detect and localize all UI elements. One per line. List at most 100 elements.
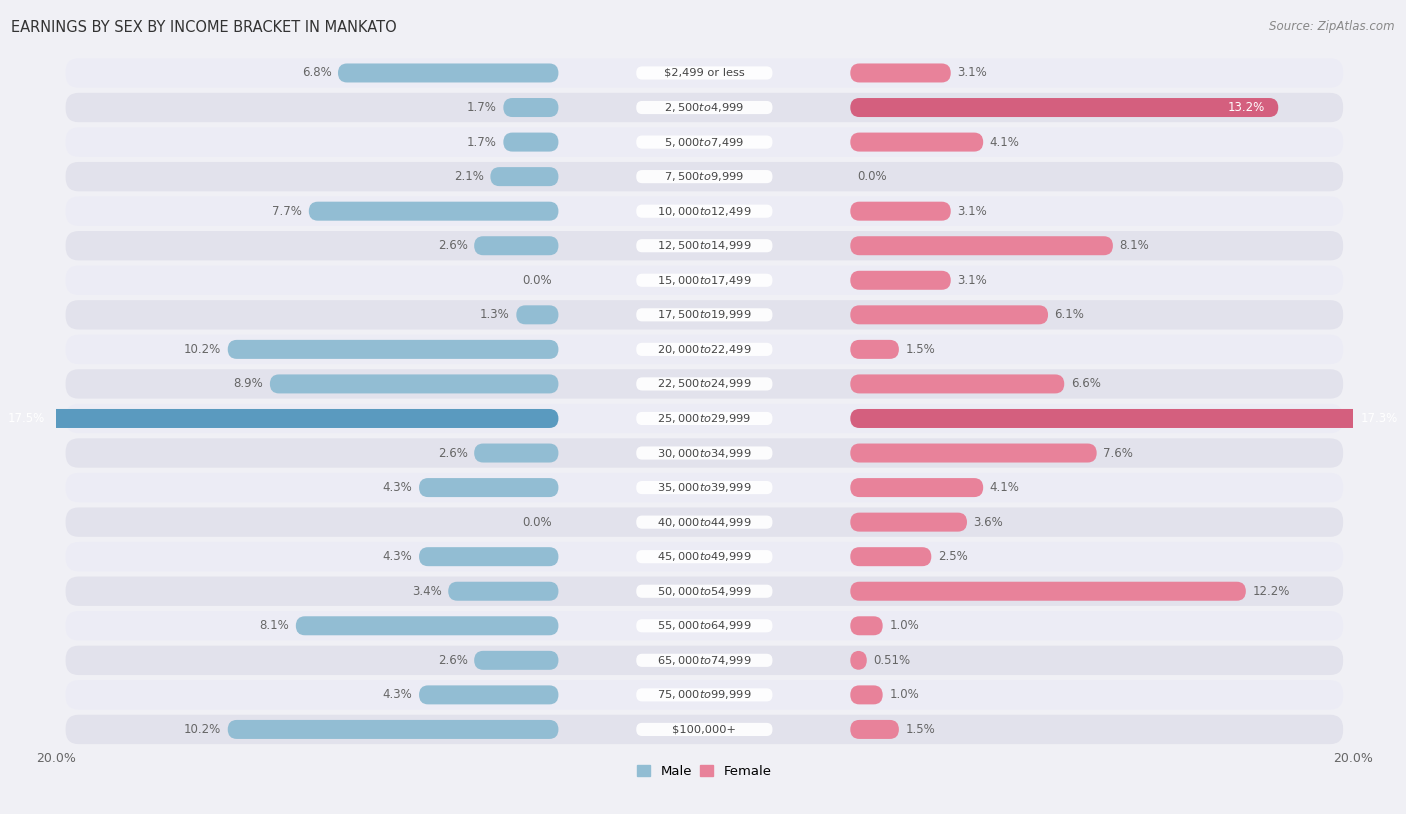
Text: $50,000 to $54,999: $50,000 to $54,999 bbox=[657, 584, 752, 597]
FancyBboxPatch shape bbox=[637, 515, 772, 528]
Text: $40,000 to $44,999: $40,000 to $44,999 bbox=[657, 515, 752, 528]
FancyBboxPatch shape bbox=[637, 446, 772, 460]
FancyBboxPatch shape bbox=[0, 409, 558, 428]
FancyBboxPatch shape bbox=[637, 550, 772, 563]
Text: 0.0%: 0.0% bbox=[523, 515, 553, 528]
FancyBboxPatch shape bbox=[851, 685, 883, 704]
Text: $25,000 to $29,999: $25,000 to $29,999 bbox=[657, 412, 751, 425]
FancyBboxPatch shape bbox=[637, 101, 772, 114]
FancyBboxPatch shape bbox=[851, 409, 1406, 428]
Text: 2.6%: 2.6% bbox=[437, 239, 468, 252]
FancyBboxPatch shape bbox=[637, 343, 772, 356]
FancyBboxPatch shape bbox=[66, 300, 1343, 330]
Text: 4.3%: 4.3% bbox=[382, 689, 412, 702]
Text: 1.5%: 1.5% bbox=[905, 723, 935, 736]
FancyBboxPatch shape bbox=[66, 59, 1343, 88]
FancyBboxPatch shape bbox=[503, 133, 558, 151]
FancyBboxPatch shape bbox=[474, 651, 558, 670]
Text: $30,000 to $34,999: $30,000 to $34,999 bbox=[657, 447, 752, 460]
Text: 2.1%: 2.1% bbox=[454, 170, 484, 183]
FancyBboxPatch shape bbox=[637, 67, 772, 80]
FancyBboxPatch shape bbox=[474, 444, 558, 462]
FancyBboxPatch shape bbox=[491, 167, 558, 186]
Text: 3.1%: 3.1% bbox=[957, 274, 987, 287]
FancyBboxPatch shape bbox=[66, 611, 1343, 641]
Legend: Male, Female: Male, Female bbox=[637, 765, 772, 778]
FancyBboxPatch shape bbox=[270, 374, 558, 393]
FancyBboxPatch shape bbox=[419, 547, 558, 567]
FancyBboxPatch shape bbox=[66, 576, 1343, 606]
Text: 13.2%: 13.2% bbox=[1227, 101, 1265, 114]
Text: 0.51%: 0.51% bbox=[873, 654, 911, 667]
Text: 10.2%: 10.2% bbox=[184, 723, 221, 736]
FancyBboxPatch shape bbox=[419, 478, 558, 497]
FancyBboxPatch shape bbox=[637, 239, 772, 252]
FancyBboxPatch shape bbox=[637, 619, 772, 632]
FancyBboxPatch shape bbox=[851, 478, 983, 497]
FancyBboxPatch shape bbox=[66, 439, 1343, 468]
FancyBboxPatch shape bbox=[66, 335, 1343, 364]
Text: 1.7%: 1.7% bbox=[467, 101, 496, 114]
Text: 3.4%: 3.4% bbox=[412, 584, 441, 597]
FancyBboxPatch shape bbox=[516, 305, 558, 324]
FancyBboxPatch shape bbox=[337, 63, 558, 82]
FancyBboxPatch shape bbox=[637, 654, 772, 667]
FancyBboxPatch shape bbox=[66, 542, 1343, 571]
Text: $20,000 to $22,499: $20,000 to $22,499 bbox=[657, 343, 752, 356]
Text: 10.2%: 10.2% bbox=[184, 343, 221, 356]
FancyBboxPatch shape bbox=[66, 93, 1343, 122]
Text: $65,000 to $74,999: $65,000 to $74,999 bbox=[657, 654, 752, 667]
Text: EARNINGS BY SEX BY INCOME BRACKET IN MANKATO: EARNINGS BY SEX BY INCOME BRACKET IN MAN… bbox=[11, 20, 396, 35]
Text: 1.0%: 1.0% bbox=[889, 689, 920, 702]
Text: 3.1%: 3.1% bbox=[957, 67, 987, 80]
FancyBboxPatch shape bbox=[474, 236, 558, 256]
Text: $17,500 to $19,999: $17,500 to $19,999 bbox=[657, 309, 752, 322]
Text: 7.6%: 7.6% bbox=[1104, 447, 1133, 460]
Text: $75,000 to $99,999: $75,000 to $99,999 bbox=[657, 689, 752, 702]
FancyBboxPatch shape bbox=[66, 162, 1343, 191]
FancyBboxPatch shape bbox=[851, 98, 1278, 117]
FancyBboxPatch shape bbox=[851, 444, 1097, 462]
FancyBboxPatch shape bbox=[66, 646, 1343, 675]
FancyBboxPatch shape bbox=[295, 616, 558, 635]
Text: 3.1%: 3.1% bbox=[957, 204, 987, 217]
Text: $2,499 or less: $2,499 or less bbox=[664, 68, 745, 78]
Text: 6.1%: 6.1% bbox=[1054, 309, 1084, 322]
FancyBboxPatch shape bbox=[851, 374, 1064, 393]
FancyBboxPatch shape bbox=[851, 616, 883, 635]
FancyBboxPatch shape bbox=[309, 202, 558, 221]
FancyBboxPatch shape bbox=[851, 202, 950, 221]
Text: $7,500 to $9,999: $7,500 to $9,999 bbox=[665, 170, 744, 183]
FancyBboxPatch shape bbox=[419, 685, 558, 704]
FancyBboxPatch shape bbox=[637, 689, 772, 702]
Text: 8.9%: 8.9% bbox=[233, 378, 263, 391]
Text: $100,000+: $100,000+ bbox=[672, 724, 737, 734]
Text: 0.0%: 0.0% bbox=[523, 274, 553, 287]
FancyBboxPatch shape bbox=[66, 128, 1343, 157]
FancyBboxPatch shape bbox=[66, 404, 1343, 433]
FancyBboxPatch shape bbox=[228, 340, 558, 359]
Text: 2.6%: 2.6% bbox=[437, 447, 468, 460]
Text: 1.5%: 1.5% bbox=[905, 343, 935, 356]
FancyBboxPatch shape bbox=[851, 133, 983, 151]
FancyBboxPatch shape bbox=[851, 271, 950, 290]
FancyBboxPatch shape bbox=[851, 63, 950, 82]
Text: $45,000 to $49,999: $45,000 to $49,999 bbox=[657, 550, 752, 563]
FancyBboxPatch shape bbox=[66, 715, 1343, 744]
FancyBboxPatch shape bbox=[637, 584, 772, 597]
Text: 1.0%: 1.0% bbox=[889, 619, 920, 632]
FancyBboxPatch shape bbox=[66, 681, 1343, 710]
FancyBboxPatch shape bbox=[637, 412, 772, 425]
FancyBboxPatch shape bbox=[851, 720, 898, 739]
FancyBboxPatch shape bbox=[66, 370, 1343, 399]
FancyBboxPatch shape bbox=[851, 340, 898, 359]
FancyBboxPatch shape bbox=[503, 98, 558, 117]
Text: $12,500 to $14,999: $12,500 to $14,999 bbox=[657, 239, 752, 252]
FancyBboxPatch shape bbox=[851, 513, 967, 532]
FancyBboxPatch shape bbox=[66, 473, 1343, 502]
Text: $15,000 to $17,499: $15,000 to $17,499 bbox=[657, 274, 752, 287]
FancyBboxPatch shape bbox=[851, 236, 1114, 256]
Text: 6.6%: 6.6% bbox=[1071, 378, 1101, 391]
Text: $55,000 to $64,999: $55,000 to $64,999 bbox=[657, 619, 752, 632]
FancyBboxPatch shape bbox=[449, 582, 558, 601]
